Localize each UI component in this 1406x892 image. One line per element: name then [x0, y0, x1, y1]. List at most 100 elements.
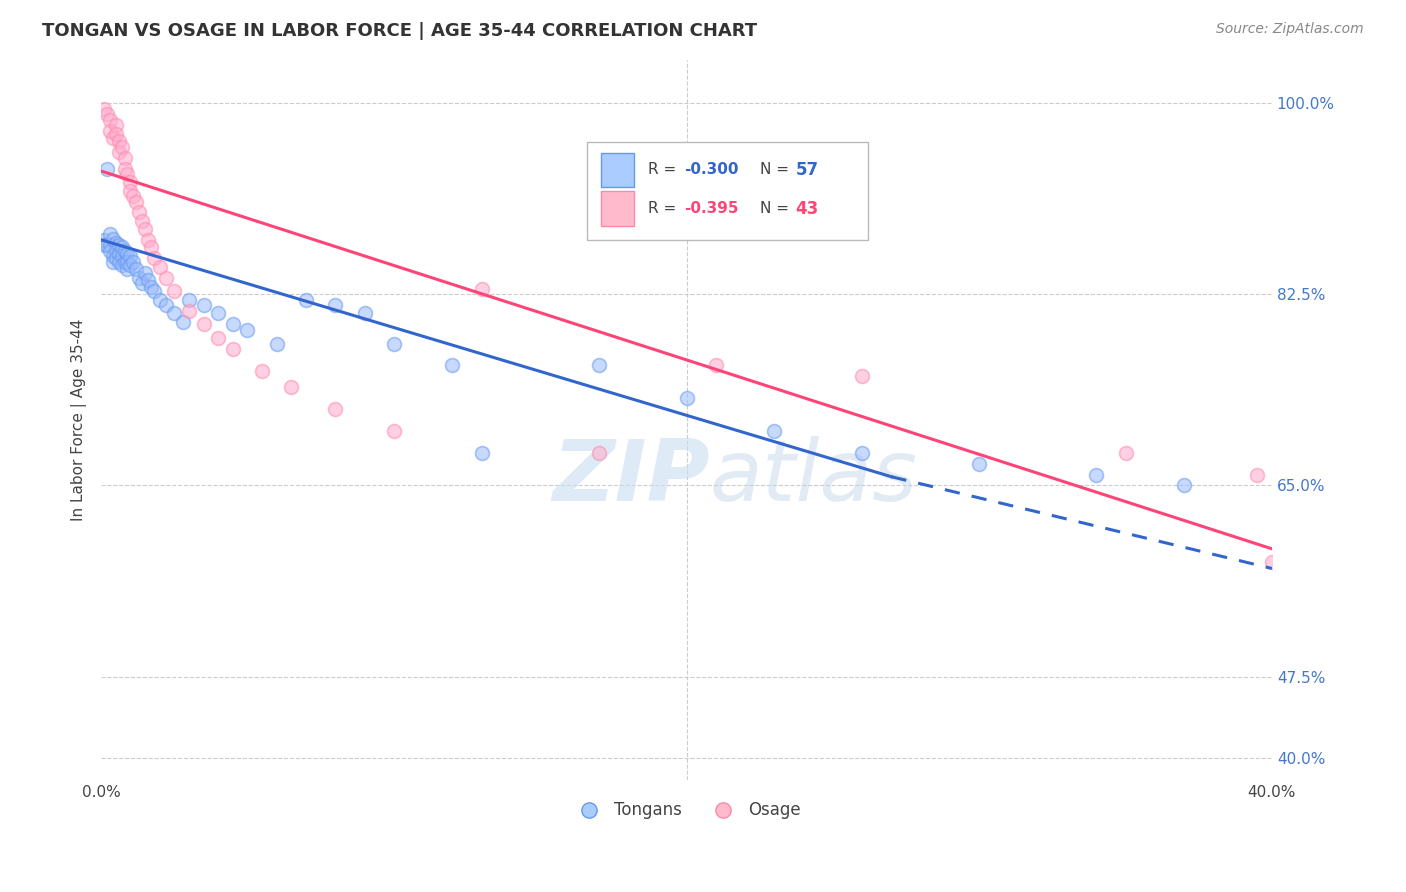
Text: atlas: atlas	[710, 436, 918, 519]
Bar	[600, 192, 634, 226]
Point	[471, 282, 494, 296]
Point	[98, 238, 121, 252]
Point	[125, 194, 148, 209]
Point	[149, 260, 172, 274]
Text: ZIP: ZIP	[553, 436, 710, 519]
Text: -0.395: -0.395	[685, 202, 738, 216]
Point	[163, 284, 186, 298]
Text: N =: N =	[761, 202, 794, 216]
Point	[101, 232, 124, 246]
Point	[131, 214, 153, 228]
Point	[107, 247, 129, 261]
Point	[98, 244, 121, 258]
Point	[96, 161, 118, 176]
Point	[128, 205, 150, 219]
Point	[323, 298, 346, 312]
Point	[1115, 446, 1137, 460]
Point	[110, 240, 132, 254]
Point	[222, 342, 245, 356]
Point	[107, 238, 129, 252]
Point	[207, 331, 229, 345]
Point	[193, 317, 215, 331]
Point	[107, 145, 129, 160]
Point	[134, 266, 156, 280]
Point	[675, 391, 697, 405]
Point	[93, 102, 115, 116]
Point	[110, 140, 132, 154]
Point	[93, 233, 115, 247]
Point	[139, 279, 162, 293]
Point	[98, 227, 121, 242]
Point	[763, 424, 786, 438]
Point	[155, 298, 177, 312]
Point	[353, 306, 375, 320]
Point	[142, 284, 165, 298]
Bar	[600, 153, 634, 187]
Point	[280, 380, 302, 394]
Point	[266, 336, 288, 351]
Point	[471, 446, 494, 460]
Point	[1202, 861, 1225, 875]
Point	[177, 293, 200, 307]
Point	[101, 131, 124, 145]
Point	[93, 238, 115, 252]
Text: 57: 57	[796, 161, 818, 179]
Point	[114, 254, 136, 268]
Point	[155, 271, 177, 285]
Point	[967, 457, 990, 471]
Point	[128, 271, 150, 285]
Point	[131, 277, 153, 291]
Point	[117, 167, 139, 181]
Point	[122, 254, 145, 268]
Text: Source: ZipAtlas.com: Source: ZipAtlas.com	[1216, 22, 1364, 37]
Point	[114, 161, 136, 176]
Point	[1261, 555, 1284, 569]
Point	[382, 336, 405, 351]
Point	[120, 258, 142, 272]
Point	[851, 446, 873, 460]
Text: -0.300: -0.300	[685, 162, 738, 178]
Text: TONGAN VS OSAGE IN LABOR FORCE | AGE 35-44 CORRELATION CHART: TONGAN VS OSAGE IN LABOR FORCE | AGE 35-…	[42, 22, 758, 40]
Point	[250, 364, 273, 378]
Point	[1085, 467, 1108, 482]
Point	[107, 254, 129, 268]
Point	[172, 315, 194, 329]
Point	[107, 135, 129, 149]
Point	[110, 249, 132, 263]
Point	[104, 244, 127, 258]
Point	[117, 254, 139, 268]
Point	[134, 222, 156, 236]
Point	[588, 446, 610, 460]
Point	[136, 233, 159, 247]
Point	[163, 306, 186, 320]
Point	[222, 317, 245, 331]
Point	[236, 323, 259, 337]
Point	[110, 258, 132, 272]
Point	[104, 118, 127, 132]
Point	[98, 123, 121, 137]
Text: N =: N =	[761, 162, 794, 178]
Point	[120, 249, 142, 263]
Point	[139, 240, 162, 254]
Point	[1246, 467, 1268, 482]
Y-axis label: In Labor Force | Age 35-44: In Labor Force | Age 35-44	[72, 318, 87, 521]
Point	[1173, 478, 1195, 492]
Point	[117, 262, 139, 277]
Point	[101, 249, 124, 263]
Point	[122, 189, 145, 203]
Point	[104, 127, 127, 141]
Point	[323, 402, 346, 417]
Point	[588, 359, 610, 373]
Point	[98, 112, 121, 127]
Point	[120, 175, 142, 189]
FancyBboxPatch shape	[586, 143, 868, 240]
Point	[441, 359, 464, 373]
Point	[177, 303, 200, 318]
Point	[851, 369, 873, 384]
Point	[382, 424, 405, 438]
Point	[117, 247, 139, 261]
Point	[114, 151, 136, 165]
Point	[96, 107, 118, 121]
Point	[125, 262, 148, 277]
Point	[704, 359, 727, 373]
